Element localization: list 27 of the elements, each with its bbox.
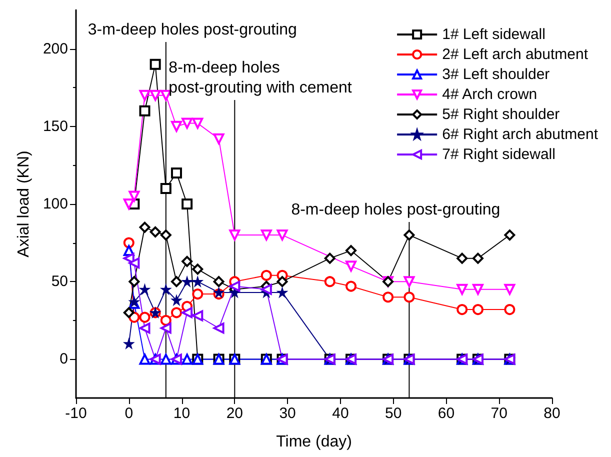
legend-label: 3# Left shoulder — [442, 66, 550, 83]
x-axis-title: Time (day) — [276, 434, 352, 450]
x-tick-label: 80 — [544, 405, 560, 422]
legend-label: 2# Left arch abutment — [442, 46, 589, 63]
x-tick-label: 0 — [124, 405, 134, 422]
legend-label: 5# Right shoulder — [442, 106, 560, 123]
y-tick-label: 50 — [51, 273, 68, 290]
legend-label: 4# Arch crown — [442, 86, 538, 103]
legend-label: 6# Right arch abutment — [442, 126, 599, 143]
x-tick-label: 10 — [173, 405, 190, 422]
legend-label: 7# Right sidewall — [442, 146, 556, 163]
ref-line-label: 8-m-deep holes post-grouting — [291, 202, 500, 218]
y-tick-label: 0 — [60, 350, 68, 368]
x-tick-label: 30 — [279, 405, 296, 422]
y-tick-label: 200 — [42, 40, 68, 58]
y-tick-label: 100 — [42, 196, 68, 212]
x-tick-label: -10 — [65, 405, 87, 422]
x-tick-label: 50 — [384, 405, 402, 422]
y-tick-label: 150 — [42, 118, 68, 135]
ref-line-label: 3-m-deep holes post-grouting — [88, 22, 297, 38]
y-axis-title: Axial load (KN) — [16, 150, 33, 258]
x-tick-label: 20 — [226, 405, 244, 422]
ref-line-label: 8-m-deep holes post-grouting with cement — [168, 60, 352, 96]
x-tick-label: 40 — [332, 405, 349, 422]
x-tick-label: 70 — [490, 405, 508, 422]
x-tick-label: 60 — [438, 405, 455, 422]
legend-label: 1# Left sidewall — [442, 26, 546, 43]
